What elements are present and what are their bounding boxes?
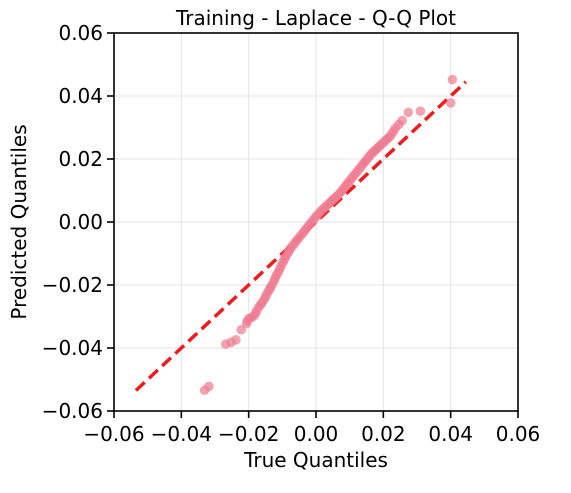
qq-point xyxy=(397,115,407,126)
x-tick-label: 0.00 xyxy=(294,422,339,446)
x-axis-label: True Quantiles xyxy=(243,448,388,472)
y-tick-label: −0.06 xyxy=(42,399,103,423)
qq-point xyxy=(236,324,247,335)
qq-point xyxy=(403,107,414,118)
y-tick-label: −0.02 xyxy=(42,273,103,297)
y-tick-label: 0.00 xyxy=(58,210,103,234)
qq-point xyxy=(447,74,458,85)
x-tick-label: 0.04 xyxy=(428,422,473,446)
y-axis-label: Predicted Quantiles xyxy=(7,124,31,319)
x-tick-label: −0.04 xyxy=(151,422,212,446)
y-tick-label: −0.04 xyxy=(42,336,103,360)
x-tick-label: −0.02 xyxy=(218,422,279,446)
x-tick-label: 0.02 xyxy=(361,422,406,446)
x-axis-ticks: −0.06 −0.04 −0.02 0.00 0.02 0.04 0.06 xyxy=(83,411,540,446)
qq-point xyxy=(231,335,241,345)
x-tick-label: 0.06 xyxy=(496,422,541,446)
qq-point xyxy=(445,98,456,108)
qq-point xyxy=(204,381,214,392)
y-tick-label: 0.06 xyxy=(58,21,103,45)
y-tick-label: 0.02 xyxy=(58,147,103,171)
points-layer xyxy=(199,74,458,396)
y-axis-ticks: −0.06 −0.04 −0.02 0.00 0.02 0.04 0.06 xyxy=(42,21,114,423)
chart-title: Training - Laplace - Q-Q Plot xyxy=(175,6,456,30)
qq-point xyxy=(415,106,426,116)
x-tick-label: −0.06 xyxy=(83,422,144,446)
y-tick-label: 0.04 xyxy=(58,84,103,108)
